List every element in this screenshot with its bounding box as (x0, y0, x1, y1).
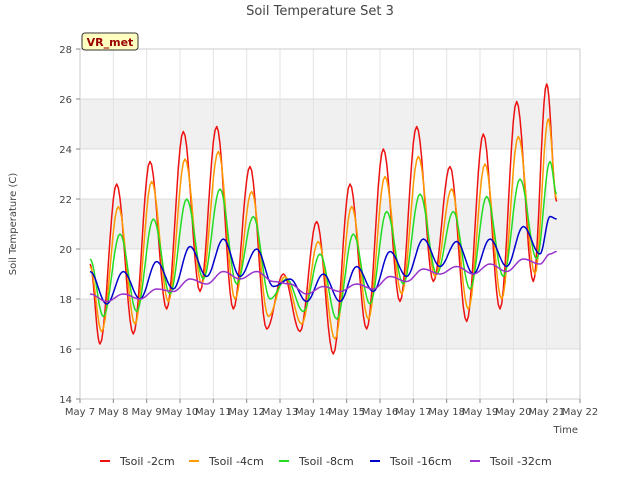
site-badge-box (81, 32, 139, 51)
x-tick-label: May 11 (195, 407, 232, 418)
y-tick-label: 14 (59, 395, 72, 406)
series-line-3 (89, 160, 558, 320)
y-tick-label: 22 (59, 195, 72, 206)
y-tick-label: 24 (59, 145, 72, 156)
legend-label: Tsoil -16cm (389, 455, 452, 468)
plot-frame (79, 48, 581, 400)
x-tick-label: May 22 (562, 407, 599, 418)
y-tick-label: 28 (59, 45, 72, 56)
y-tick-label: 18 (59, 295, 72, 306)
series-line-5 (89, 250, 557, 303)
x-tick-label: May 16 (362, 407, 399, 418)
x-tick-label: May 19 (462, 407, 499, 418)
legend: Tsoil -2cm Tsoil -4cm Tsoil -8cm Tsoil -16c… (100, 455, 552, 468)
x-tick-label: May 13 (262, 407, 299, 418)
y-tick-label: 20 (59, 245, 72, 256)
series-lines (89, 83, 558, 355)
legend-label: Tsoil -4cm (208, 455, 264, 468)
x-tick-label: May 15 (328, 407, 365, 418)
x-axis-label: Time (553, 425, 578, 436)
x-tick-label: May 17 (395, 407, 432, 418)
legend-label: Tsoil -8cm (298, 455, 354, 468)
legend-label: Tsoil -32cm (489, 455, 552, 468)
x-tick-label: May 10 (162, 407, 199, 418)
series-line-2 (89, 118, 558, 340)
y-axis-ticks: 14 16 18 20 22 24 26 28 (59, 45, 80, 406)
chart-title: Soil Temperature Set 3 (246, 4, 394, 19)
site-badge-text: VR_met (87, 36, 134, 49)
x-tick-label: May 14 (295, 407, 332, 418)
y-tick-label: 26 (59, 95, 72, 106)
y-tick-label: 16 (59, 345, 72, 356)
series-line-4 (89, 215, 557, 305)
x-tick-label: May 9 (132, 407, 162, 418)
x-tick-label: May 12 (228, 407, 265, 418)
legend-label: Tsoil -2cm (119, 455, 175, 468)
x-tick-label: May 18 (428, 407, 465, 418)
x-tick-label: May 8 (98, 407, 128, 418)
plot-band (80, 99, 580, 149)
x-tick-label: May 20 (495, 407, 532, 418)
plot-band (80, 199, 580, 249)
y-axis-label: Soil Temperature (C) (8, 173, 19, 276)
x-tick-label: May 21 (528, 407, 565, 418)
series-line-1 (89, 83, 558, 355)
site-badge: VR_met (81, 32, 139, 51)
plot-bands (80, 49, 580, 399)
x-tick-label: May 7 (65, 407, 95, 418)
